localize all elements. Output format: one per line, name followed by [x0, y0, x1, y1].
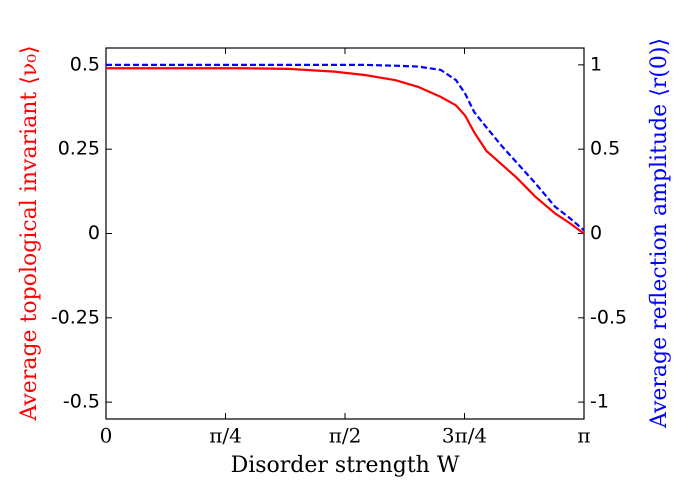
y2-axis-label: Average reflection amplitude ⟨r(0)⟩: [647, 38, 672, 429]
x-axis-label: Disorder strength W: [231, 453, 460, 478]
y2-tick-label: -1: [590, 391, 609, 413]
y-tick-label: 0.25: [58, 138, 100, 160]
y2-tick-label: 1: [590, 53, 602, 75]
y-tick-label: -0.5: [63, 391, 100, 413]
plot-frame: [105, 47, 585, 420]
series-line: [106, 63, 585, 231]
y2-tick-label: -0.5: [590, 306, 627, 328]
x-tick-label: π/2: [329, 424, 362, 448]
y-tick-label: 0.5: [70, 53, 100, 75]
y-tick-label: 0: [88, 222, 100, 244]
y2-tick-label: 0: [590, 222, 602, 244]
y2-tick-label: 0.5: [590, 138, 620, 160]
series-line: [106, 67, 585, 235]
y-axis-label: Average topological invariant ⟨ν₀⟩: [17, 45, 42, 421]
x-tick-label: π: [577, 424, 590, 448]
y-tick-label: -0.25: [51, 306, 100, 328]
x-tick-label: 0: [100, 424, 113, 448]
x-tick-label: π/4: [209, 424, 242, 448]
x-tick-label: 3π/4: [442, 424, 487, 448]
